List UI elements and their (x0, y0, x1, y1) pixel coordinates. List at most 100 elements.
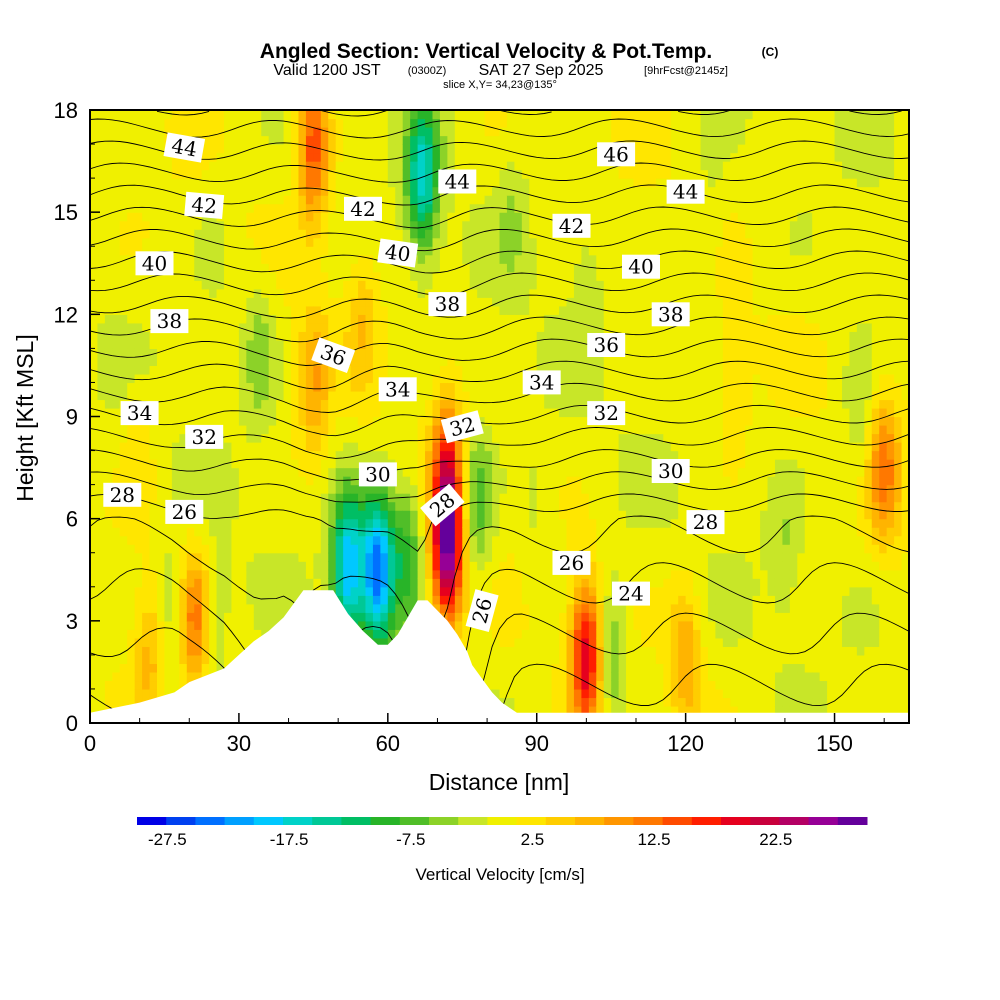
heatmap-cell (313, 578, 322, 588)
heatmap-cell (305, 186, 314, 196)
heatmap-cell (499, 195, 508, 205)
heatmap-cell (157, 425, 166, 435)
heatmap-cell (551, 186, 560, 196)
heatmap-cell (157, 518, 166, 528)
heatmap-cell (268, 535, 277, 545)
heatmap-cell (127, 297, 136, 307)
heatmap-cell (253, 544, 262, 554)
heatmap-cell (171, 382, 180, 392)
heatmap-cell (492, 663, 501, 673)
heatmap-cell (149, 552, 158, 562)
heatmap-cell (544, 399, 553, 409)
heatmap-cell (313, 297, 322, 307)
heatmap-cell (97, 118, 106, 128)
heatmap-cell (283, 110, 292, 120)
heatmap-cell (298, 433, 307, 443)
heatmap-cell (551, 595, 560, 605)
heatmap-cell (164, 161, 173, 171)
heatmap-cell (358, 161, 367, 171)
heatmap-cell (112, 331, 121, 341)
heatmap-cell (492, 518, 501, 528)
heatmap-cell (268, 271, 277, 281)
heatmap-cell (209, 637, 218, 647)
heatmap-cell (283, 586, 292, 596)
heatmap-cell (283, 382, 292, 392)
heatmap-cell (127, 365, 136, 375)
heatmap-cell (313, 450, 322, 460)
heatmap-cell (477, 331, 486, 341)
heatmap-cell (149, 339, 158, 349)
heatmap-cell (484, 450, 493, 460)
heatmap-cell (201, 288, 210, 298)
heatmap-cell (276, 110, 285, 120)
heatmap-cell (529, 527, 538, 537)
heatmap-cell (201, 629, 210, 639)
heatmap-cell (216, 493, 225, 503)
heatmap-cell (484, 680, 493, 690)
heatmap-cell (432, 237, 441, 247)
heatmap-cell (224, 586, 233, 596)
heatmap-cell (246, 586, 255, 596)
heatmap-cell (231, 493, 240, 503)
heatmap-cell (238, 161, 247, 171)
heatmap-cell (209, 484, 218, 494)
heatmap-cell (358, 484, 367, 494)
heatmap-cell (149, 569, 158, 579)
heatmap-cell (179, 373, 188, 384)
heatmap-cell (149, 493, 158, 503)
heatmap-cell (157, 654, 166, 664)
heatmap-cell (186, 339, 195, 349)
heatmap-cell (462, 356, 471, 367)
heatmap-cell (134, 535, 143, 545)
heatmap-cell (477, 561, 486, 571)
heatmap-cell (253, 254, 262, 264)
heatmap-cell (514, 493, 523, 503)
heatmap-cell (544, 407, 553, 418)
heatmap-cell (268, 578, 277, 588)
heatmap-cell (358, 603, 367, 613)
heatmap-cell (335, 331, 344, 341)
heatmap-cell (246, 501, 255, 511)
heatmap-cell (402, 578, 411, 588)
heatmap-cell (104, 697, 113, 707)
heatmap-cell (521, 144, 530, 154)
heatmap-cell (335, 271, 344, 281)
heatmap-cell (417, 195, 426, 205)
heatmap-cell (439, 348, 448, 358)
heatmap-cell (238, 603, 247, 613)
heatmap-cell (171, 467, 180, 477)
heatmap-cell (544, 586, 553, 596)
heatmap-cell (134, 510, 143, 520)
heatmap-cell (402, 280, 411, 290)
heatmap-cell (171, 399, 180, 409)
heatmap-cell (127, 237, 136, 247)
heatmap-cell (447, 212, 456, 222)
heatmap-cell (425, 425, 434, 435)
heatmap-cell (372, 254, 381, 264)
heatmap-cell (588, 390, 597, 401)
heatmap-cell (544, 595, 553, 605)
heatmap-cell (157, 212, 166, 222)
heatmap-cell (149, 629, 158, 639)
heatmap-cell (380, 144, 389, 154)
heatmap-cell (454, 603, 463, 613)
heatmap-cell (544, 535, 553, 545)
heatmap-cell (209, 416, 218, 426)
heatmap-cell (276, 501, 285, 511)
heatmap-cell (246, 390, 255, 401)
heatmap-cell (358, 569, 367, 579)
heatmap-cell (253, 322, 262, 332)
heatmap-cell (365, 390, 374, 401)
heatmap-cell (573, 178, 582, 188)
heatmap-cell (573, 620, 582, 630)
heatmap-cell (387, 501, 396, 511)
heatmap-cell (90, 416, 99, 426)
heatmap-cell (276, 288, 285, 298)
heatmap-cell (365, 399, 374, 409)
heatmap-cell (209, 407, 218, 418)
heatmap-cell (536, 612, 545, 622)
heatmap-cell (544, 476, 553, 486)
heatmap-cell (231, 646, 240, 656)
heatmap-cell (492, 297, 501, 307)
heatmap-cell (350, 288, 359, 298)
